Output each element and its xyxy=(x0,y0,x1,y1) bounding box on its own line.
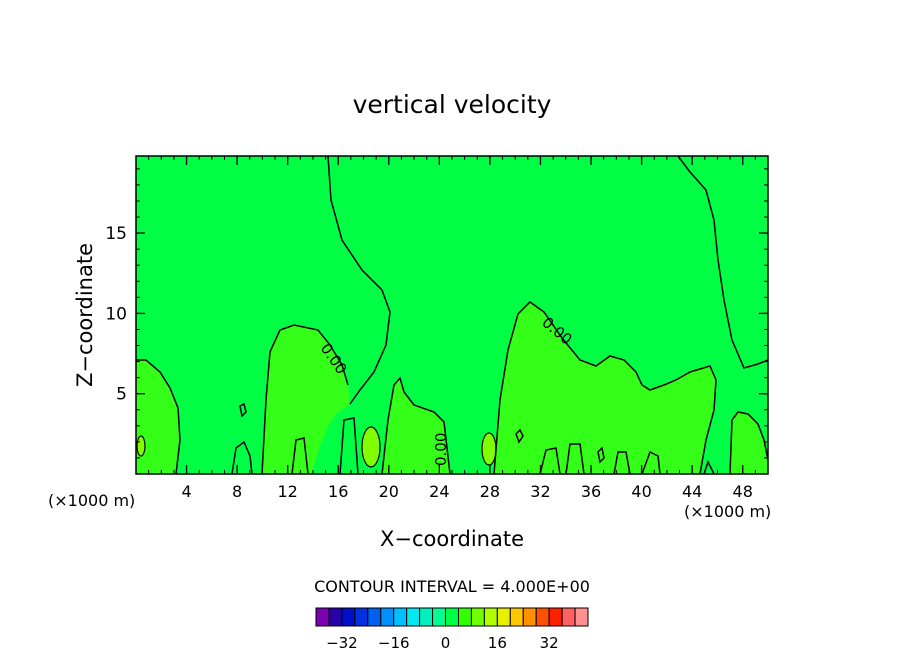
contour-blob-38km xyxy=(597,446,605,464)
colorbar-swatch xyxy=(457,607,472,627)
positive-region-right xyxy=(730,412,768,474)
x-tick-label: 48 xyxy=(733,482,753,501)
contour-blob-10km xyxy=(239,402,247,418)
colorbar-tick-label: 0 xyxy=(441,634,451,652)
x-axis-unit-left: (×1000 m) xyxy=(48,491,135,510)
colorbar-swatch xyxy=(432,607,447,627)
x-tick-label: 12 xyxy=(278,482,298,501)
y-tick-label: 15 xyxy=(105,224,127,244)
contour-14km-plume xyxy=(261,324,349,475)
contour-near-ground-2 xyxy=(291,437,309,475)
positive-region-left xyxy=(136,360,180,474)
contour-near-ground-3 xyxy=(339,417,359,475)
updraft-core-18km xyxy=(361,426,381,468)
zero-contours xyxy=(136,155,769,475)
colorbar-swatch xyxy=(535,607,550,627)
contour-right-low xyxy=(729,411,769,475)
colorbar-labels: −32 −16 0 16 32 xyxy=(326,634,559,652)
positive-regions xyxy=(136,302,768,474)
x-tick-label: 40 xyxy=(631,482,651,501)
updraft-core-0km xyxy=(136,435,146,457)
colorbar-swatch xyxy=(341,607,356,627)
colorbar xyxy=(315,607,589,627)
x-tick-label: 36 xyxy=(581,482,601,501)
colorbar-swatch xyxy=(406,607,421,627)
positive-region-20km xyxy=(382,378,450,474)
x-tick-label: 4 xyxy=(181,482,191,501)
x-axis-unit-right: (×1000 m) xyxy=(684,502,771,521)
minor-ticks xyxy=(136,156,768,474)
colorbar-swatch xyxy=(328,607,343,627)
contour-interval: CONTOUR INTERVAL = 4.000E+00 xyxy=(314,577,590,596)
colorbar-swatch xyxy=(522,607,537,627)
contour-top-center xyxy=(327,155,391,405)
y-tick-label: 10 xyxy=(105,304,127,324)
colorbar-swatch xyxy=(509,607,524,627)
y-tick-label: 5 xyxy=(116,385,127,405)
colorbar-swatch xyxy=(354,607,369,627)
colorbar-swatch xyxy=(380,607,395,627)
contour-near-ground-6 xyxy=(613,451,631,475)
contour-left-bulge xyxy=(136,359,181,475)
x-tick-label: 28 xyxy=(480,482,500,501)
contour-blob-31km xyxy=(515,428,524,444)
x-axis-label: X−coordinate xyxy=(380,527,524,551)
x-tick-label: 44 xyxy=(682,482,702,501)
colorbar-swatch xyxy=(470,607,485,627)
x-tick-label: 24 xyxy=(429,482,449,501)
contour-near-ground-1 xyxy=(231,440,253,475)
x-tick-label: 8 xyxy=(232,482,242,501)
y-axis-ticks: 5 10 15 xyxy=(105,224,768,405)
colorbar-swatch xyxy=(393,607,408,627)
colorbar-swatch xyxy=(445,607,459,627)
colorbar-swatch xyxy=(574,607,589,627)
contour-near-ground-5 xyxy=(565,443,585,475)
contour-upper-right xyxy=(677,155,769,369)
colorbar-swatch xyxy=(548,607,563,627)
y-axis-label: Z−coordinate xyxy=(73,243,97,387)
x-tick-label: 20 xyxy=(379,482,399,501)
positive-region-14km xyxy=(262,325,350,474)
x-tick-label: 32 xyxy=(530,482,550,501)
colorbar-swatch xyxy=(315,607,330,627)
contour-near-ground-7 xyxy=(641,450,661,475)
colorbar-swatch xyxy=(561,607,576,627)
contour-near-ground-4 xyxy=(539,447,561,475)
colorbar-swatch xyxy=(419,607,434,627)
contour-label-3: 0.00 xyxy=(432,433,450,466)
colorbar-tick-label: −32 xyxy=(326,634,358,652)
colorbar-swatch xyxy=(483,607,498,627)
updraft-cores xyxy=(136,426,497,468)
chart-title: vertical velocity xyxy=(353,90,552,119)
colorbar-tick-label: 16 xyxy=(488,634,507,652)
contour-20km-plume xyxy=(381,376,451,475)
contour-34km-plume xyxy=(493,301,717,475)
x-tick-label: 16 xyxy=(328,482,348,501)
colorbar-tick-label: −16 xyxy=(378,634,410,652)
colorbar-swatch xyxy=(367,607,382,627)
x-axis-ticks: 4 8 12 16 20 24 28 32 36 40 44 48 xyxy=(181,156,753,501)
colorbar-swatch xyxy=(496,607,511,627)
positive-region-34km xyxy=(494,302,716,474)
colorbar-tick-label: 32 xyxy=(540,634,559,652)
updraft-core-28km xyxy=(481,432,497,466)
contour-near-ground-8 xyxy=(703,460,715,475)
